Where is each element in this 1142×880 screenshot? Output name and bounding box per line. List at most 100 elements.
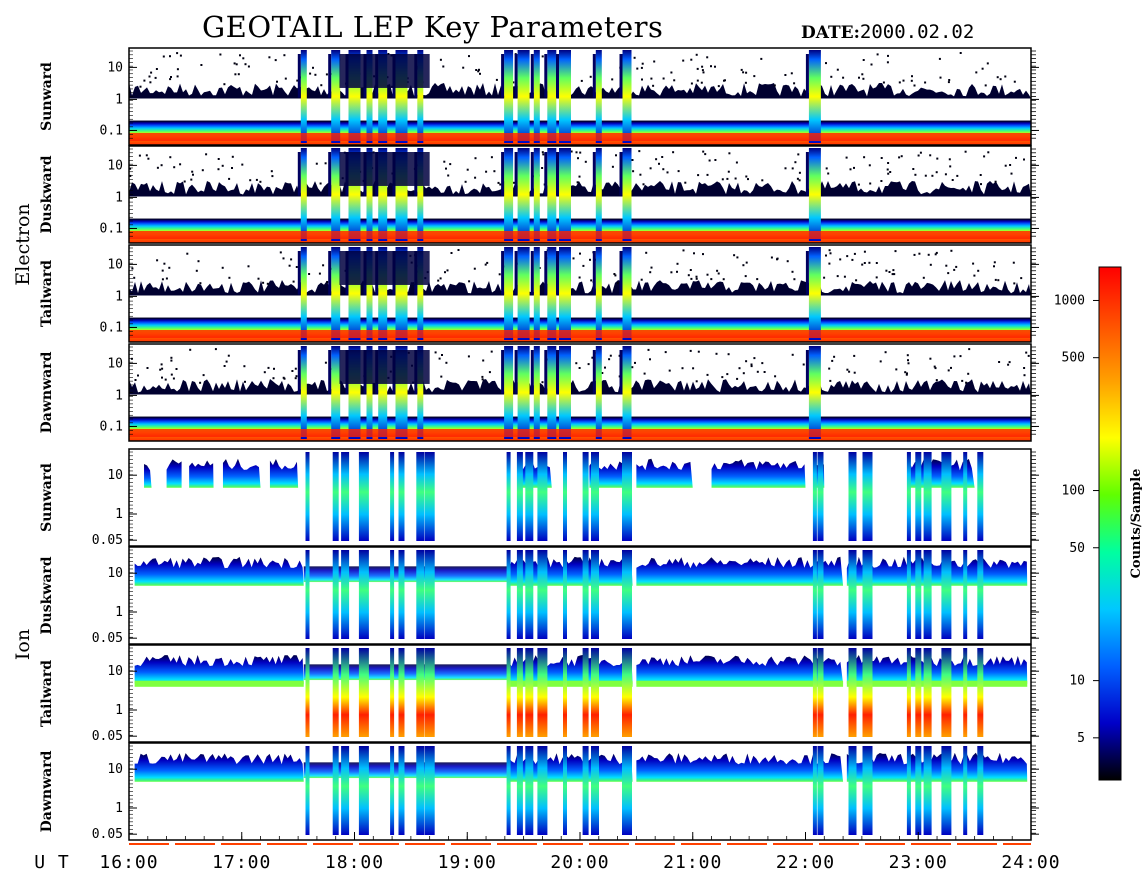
noise-dot [169,78,172,81]
noise-dot [947,369,950,372]
noise-dot [945,264,948,267]
noise-dot [315,162,318,165]
ion-burst [812,746,817,835]
noise-dot [282,257,285,260]
noise-dot [953,355,956,358]
ion-burst [812,550,817,639]
noise-dot [493,170,496,173]
noise-dot [726,177,729,180]
noise-dot [996,76,999,79]
noise-dot [825,167,828,170]
noise-dot [192,173,194,176]
noise-dot [195,269,198,272]
y-tick-label: 0.1 [100,320,123,335]
noise-dot [283,54,286,57]
noise-dot [309,72,312,75]
noise-dot [939,76,942,79]
noise-dot [784,74,787,76]
electron-burst-edge [544,54,548,98]
noise-dot [975,71,978,74]
noise-dot [650,266,653,269]
noise-dot [221,266,224,269]
noise-dot [294,367,297,370]
colorbar-tick-label: 500 [1062,351,1085,366]
noise-dot [590,279,593,282]
ion-tail-band-green [636,680,844,687]
noise-dot [1008,361,1011,364]
noise-dot [710,278,713,281]
noise-dot [266,282,269,285]
noise-dot [1015,156,1017,159]
noise-dot [796,177,799,180]
noise-dot [676,270,678,273]
noise-dot [744,81,747,84]
ion-burst [906,746,911,835]
y-tick-label: 1 [115,92,123,107]
date-label: DATE: [801,23,860,43]
noise-dot [738,367,741,370]
noise-dot [893,273,896,276]
noise-dot [902,79,905,82]
y-tick-label: 10 [107,356,123,371]
noise-dot [760,57,763,60]
noise-dot [710,65,712,68]
ion-burst [506,452,511,541]
panel-name-label: Sunward [39,463,55,532]
x-tick-label: 21:00 [663,852,722,873]
noise-dot [823,276,826,279]
electron-burst-edge [514,54,518,98]
noise-dot [797,153,800,156]
noise-dot [649,358,651,361]
noise-dot [999,78,1002,81]
ion-burst [398,452,405,541]
noise-dot [318,272,321,275]
ion-burst [622,746,632,835]
ion-burst [525,452,534,541]
noise-dot [481,378,484,381]
noise-dot [639,173,642,176]
noise-dot [717,272,720,275]
noise-dot [219,53,222,56]
noise-dot [661,156,664,158]
noise-dot [735,161,738,164]
noise-dot [263,371,266,374]
noise-dot [145,154,148,157]
electron-burst-edge [297,350,301,394]
noise-dot [839,258,842,261]
ion-upper-band [134,753,304,782]
noise-dot [200,64,203,66]
ion-burst [923,452,932,541]
ion-upper-band [636,655,844,684]
noise-dot [997,279,1000,282]
electron-burst [331,148,341,241]
y-tick-label: 1 [115,801,123,816]
noise-dot [439,277,442,280]
noise-dot [857,183,860,186]
electron-burst [504,247,514,340]
noise-dot [288,264,291,267]
noise-dot [170,373,173,376]
electron-burst [517,247,530,340]
noise-dot [979,174,982,176]
noise-dot [682,59,685,62]
noise-dot [790,72,793,75]
noise-dot [786,260,789,263]
noise-dot [488,371,491,374]
colorbar-tick-label: 10 [1069,674,1085,689]
noise-dot [689,349,692,352]
noise-dot [895,368,898,371]
electron-burst [517,50,530,143]
noise-dot [228,177,231,180]
electron-low-energy-red [129,231,1031,239]
electron-burst [378,148,388,241]
noise-dot [474,157,477,160]
noise-dot [221,164,224,167]
ion-burst [591,452,599,541]
noise-dot [947,81,950,84]
electron-burst [533,148,540,241]
noise-dot [863,250,866,253]
electron-burst [300,148,307,241]
electron-burst-edge [556,54,559,98]
noise-dot [156,259,159,262]
noise-dot [696,67,699,70]
